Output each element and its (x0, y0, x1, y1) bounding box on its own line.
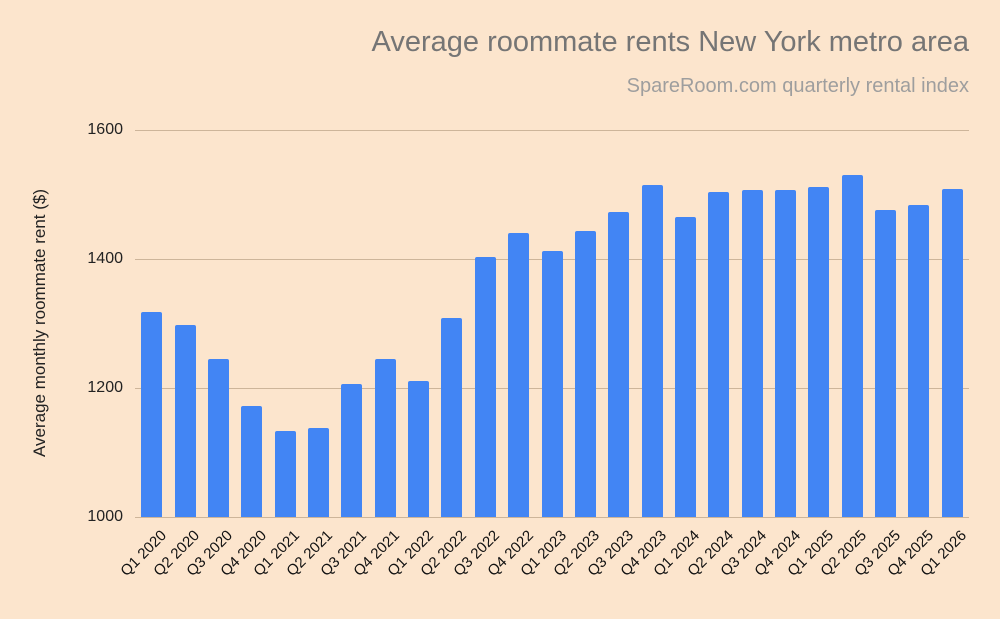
bar (441, 317, 463, 517)
bar (307, 428, 329, 517)
bar (508, 233, 530, 517)
bar (708, 191, 730, 517)
y-axis-label: Average monthly roommate rent ($) (30, 188, 49, 458)
plot-area: 1000 1200 1400 1600 Q1 2020 Q2 2020 Q3 2020 Q4 … (87, 121, 970, 580)
bar (608, 211, 630, 517)
bar (174, 324, 196, 517)
chart-title: Average roommate rents New York metro ar… (371, 26, 969, 58)
bar (541, 251, 563, 517)
y-tick-label: 1000 (87, 508, 123, 525)
y-tick-label: 1200 (87, 379, 123, 396)
y-tick-label: 1400 (87, 250, 123, 267)
bar (374, 358, 396, 517)
bar (207, 358, 229, 517)
gridline (135, 130, 969, 131)
bar (574, 231, 596, 517)
bar (775, 190, 797, 517)
bar (741, 190, 763, 517)
bar (941, 188, 963, 517)
bar (274, 431, 296, 517)
bar (408, 380, 430, 517)
chart-subtitle: SpareRoom.com quarterly rental index (626, 75, 969, 97)
bar (341, 384, 363, 517)
y-tick-label: 1600 (87, 121, 123, 138)
bar (841, 175, 863, 517)
bar (808, 186, 830, 517)
bar (674, 217, 696, 517)
bar (141, 311, 163, 517)
bar (641, 184, 663, 517)
gridline (135, 517, 969, 518)
bar (241, 406, 263, 517)
bar (875, 209, 897, 517)
bar (474, 257, 496, 517)
bar (908, 204, 930, 517)
